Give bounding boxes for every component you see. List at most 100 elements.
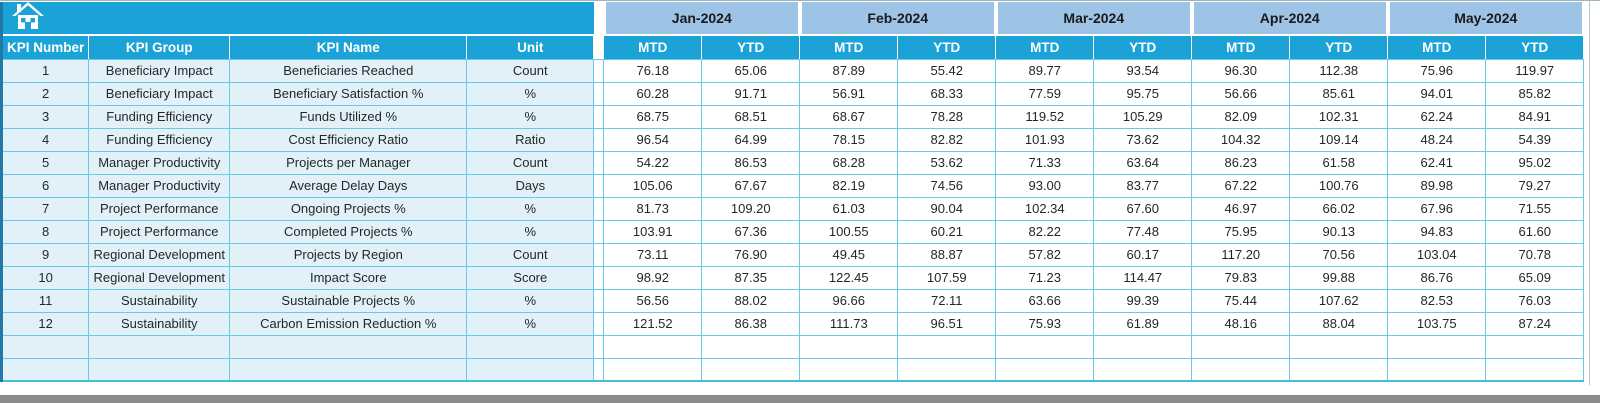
subheader-ytd[interactable]: YTD [1093, 35, 1193, 60]
empty-cell[interactable] [1191, 334, 1291, 359]
value-cell[interactable]: 101.93 [995, 127, 1095, 152]
unit-cell[interactable]: Ratio [466, 127, 595, 152]
value-cell[interactable]: 114.47 [1093, 265, 1193, 290]
value-cell[interactable]: 90.04 [897, 196, 997, 221]
value-cell[interactable]: 107.62 [1289, 288, 1389, 313]
kpi-number-cell[interactable]: 4 [0, 127, 90, 152]
kpi-name-cell[interactable]: Projects by Region [229, 242, 468, 267]
value-cell[interactable]: 82.09 [1191, 104, 1291, 129]
kpi-name-cell[interactable]: Funds Utilized % [229, 104, 468, 129]
value-cell[interactable]: 71.55 [1485, 196, 1585, 221]
value-cell[interactable]: 119.52 [995, 104, 1095, 129]
value-cell[interactable]: 62.41 [1387, 150, 1487, 175]
value-cell[interactable]: 109.14 [1289, 127, 1389, 152]
subheader-ytd[interactable]: YTD [897, 35, 997, 60]
kpi-group-cell[interactable]: Funding Efficiency [88, 104, 231, 129]
column-header-kpi-number[interactable]: KPI Number [0, 35, 90, 60]
empty-cell[interactable] [1485, 334, 1585, 359]
value-cell[interactable]: 88.02 [701, 288, 801, 313]
value-cell[interactable]: 107.59 [897, 265, 997, 290]
empty-cell[interactable] [1093, 357, 1193, 382]
value-cell[interactable]: 68.75 [603, 104, 703, 129]
value-cell[interactable]: 68.51 [701, 104, 801, 129]
empty-cell[interactable] [466, 357, 595, 382]
subheader-mtd[interactable]: MTD [799, 35, 899, 60]
value-cell[interactable]: 103.75 [1387, 311, 1487, 336]
value-cell[interactable]: 61.58 [1289, 150, 1389, 175]
value-cell[interactable]: 76.90 [701, 242, 801, 267]
value-cell[interactable]: 94.01 [1387, 81, 1487, 106]
value-cell[interactable]: 103.91 [603, 219, 703, 244]
unit-cell[interactable]: % [466, 196, 595, 221]
subheader-ytd[interactable]: YTD [701, 35, 801, 60]
value-cell[interactable]: 54.22 [603, 150, 703, 175]
value-cell[interactable]: 96.51 [897, 311, 997, 336]
value-cell[interactable]: 75.95 [1191, 219, 1291, 244]
value-cell[interactable]: 111.73 [799, 311, 899, 336]
empty-cell[interactable] [1191, 357, 1291, 382]
empty-cell[interactable] [603, 357, 703, 382]
kpi-name-cell[interactable]: Average Delay Days [229, 173, 468, 198]
value-cell[interactable]: 64.99 [701, 127, 801, 152]
month-header-feb-2024[interactable]: Feb-2024 [797, 2, 998, 36]
kpi-name-cell[interactable]: Beneficiary Satisfaction % [229, 81, 468, 106]
subheader-mtd[interactable]: MTD [603, 35, 703, 60]
kpi-number-cell[interactable]: 6 [0, 173, 90, 198]
value-cell[interactable]: 93.54 [1093, 58, 1193, 83]
value-cell[interactable]: 82.19 [799, 173, 899, 198]
subheader-mtd[interactable]: MTD [995, 35, 1095, 60]
value-cell[interactable]: 119.97 [1485, 58, 1585, 83]
subheader-mtd[interactable]: MTD [1191, 35, 1291, 60]
value-cell[interactable]: 67.22 [1191, 173, 1291, 198]
subheader-mtd[interactable]: MTD [1387, 35, 1487, 60]
kpi-number-cell[interactable]: 10 [0, 265, 90, 290]
empty-cell[interactable] [1289, 334, 1389, 359]
value-cell[interactable]: 89.77 [995, 58, 1095, 83]
value-cell[interactable]: 86.23 [1191, 150, 1291, 175]
value-cell[interactable]: 82.22 [995, 219, 1095, 244]
value-cell[interactable]: 96.66 [799, 288, 899, 313]
kpi-name-cell[interactable]: Ongoing Projects % [229, 196, 468, 221]
empty-cell[interactable] [229, 334, 468, 359]
value-cell[interactable]: 87.24 [1485, 311, 1585, 336]
value-cell[interactable]: 85.82 [1485, 81, 1585, 106]
empty-cell[interactable] [701, 334, 801, 359]
unit-cell[interactable]: % [466, 219, 595, 244]
month-header-apr-2024[interactable]: Apr-2024 [1189, 2, 1390, 36]
kpi-group-cell[interactable]: Funding Efficiency [88, 127, 231, 152]
kpi-number-cell[interactable]: 12 [0, 311, 90, 336]
column-header-unit[interactable]: Unit [466, 35, 595, 60]
value-cell[interactable]: 63.64 [1093, 150, 1193, 175]
month-header-mar-2024[interactable]: Mar-2024 [993, 2, 1194, 36]
kpi-name-cell[interactable]: Carbon Emission Reduction % [229, 311, 468, 336]
value-cell[interactable]: 53.62 [897, 150, 997, 175]
value-cell[interactable]: 86.38 [701, 311, 801, 336]
value-cell[interactable]: 67.36 [701, 219, 801, 244]
value-cell[interactable]: 67.96 [1387, 196, 1487, 221]
value-cell[interactable]: 88.04 [1289, 311, 1389, 336]
unit-cell[interactable]: Count [466, 58, 595, 83]
empty-cell[interactable] [603, 334, 703, 359]
empty-cell[interactable] [897, 334, 997, 359]
value-cell[interactable]: 54.39 [1485, 127, 1585, 152]
value-cell[interactable]: 96.30 [1191, 58, 1291, 83]
kpi-group-cell[interactable]: Project Performance [88, 196, 231, 221]
value-cell[interactable]: 60.21 [897, 219, 997, 244]
empty-cell[interactable] [466, 334, 595, 359]
value-cell[interactable]: 79.27 [1485, 173, 1585, 198]
unit-cell[interactable]: Count [466, 242, 595, 267]
empty-cell[interactable] [995, 357, 1095, 382]
kpi-number-cell[interactable]: 8 [0, 219, 90, 244]
value-cell[interactable]: 48.24 [1387, 127, 1487, 152]
empty-cell[interactable] [799, 334, 899, 359]
unit-cell[interactable]: Days [466, 173, 595, 198]
column-header-kpi-name[interactable]: KPI Name [229, 35, 468, 60]
value-cell[interactable]: 75.93 [995, 311, 1095, 336]
value-cell[interactable]: 100.55 [799, 219, 899, 244]
value-cell[interactable]: 55.42 [897, 58, 997, 83]
kpi-group-cell[interactable]: Manager Productivity [88, 150, 231, 175]
value-cell[interactable]: 61.60 [1485, 219, 1585, 244]
value-cell[interactable]: 74.56 [897, 173, 997, 198]
empty-cell[interactable] [1485, 357, 1585, 382]
value-cell[interactable]: 61.89 [1093, 311, 1193, 336]
